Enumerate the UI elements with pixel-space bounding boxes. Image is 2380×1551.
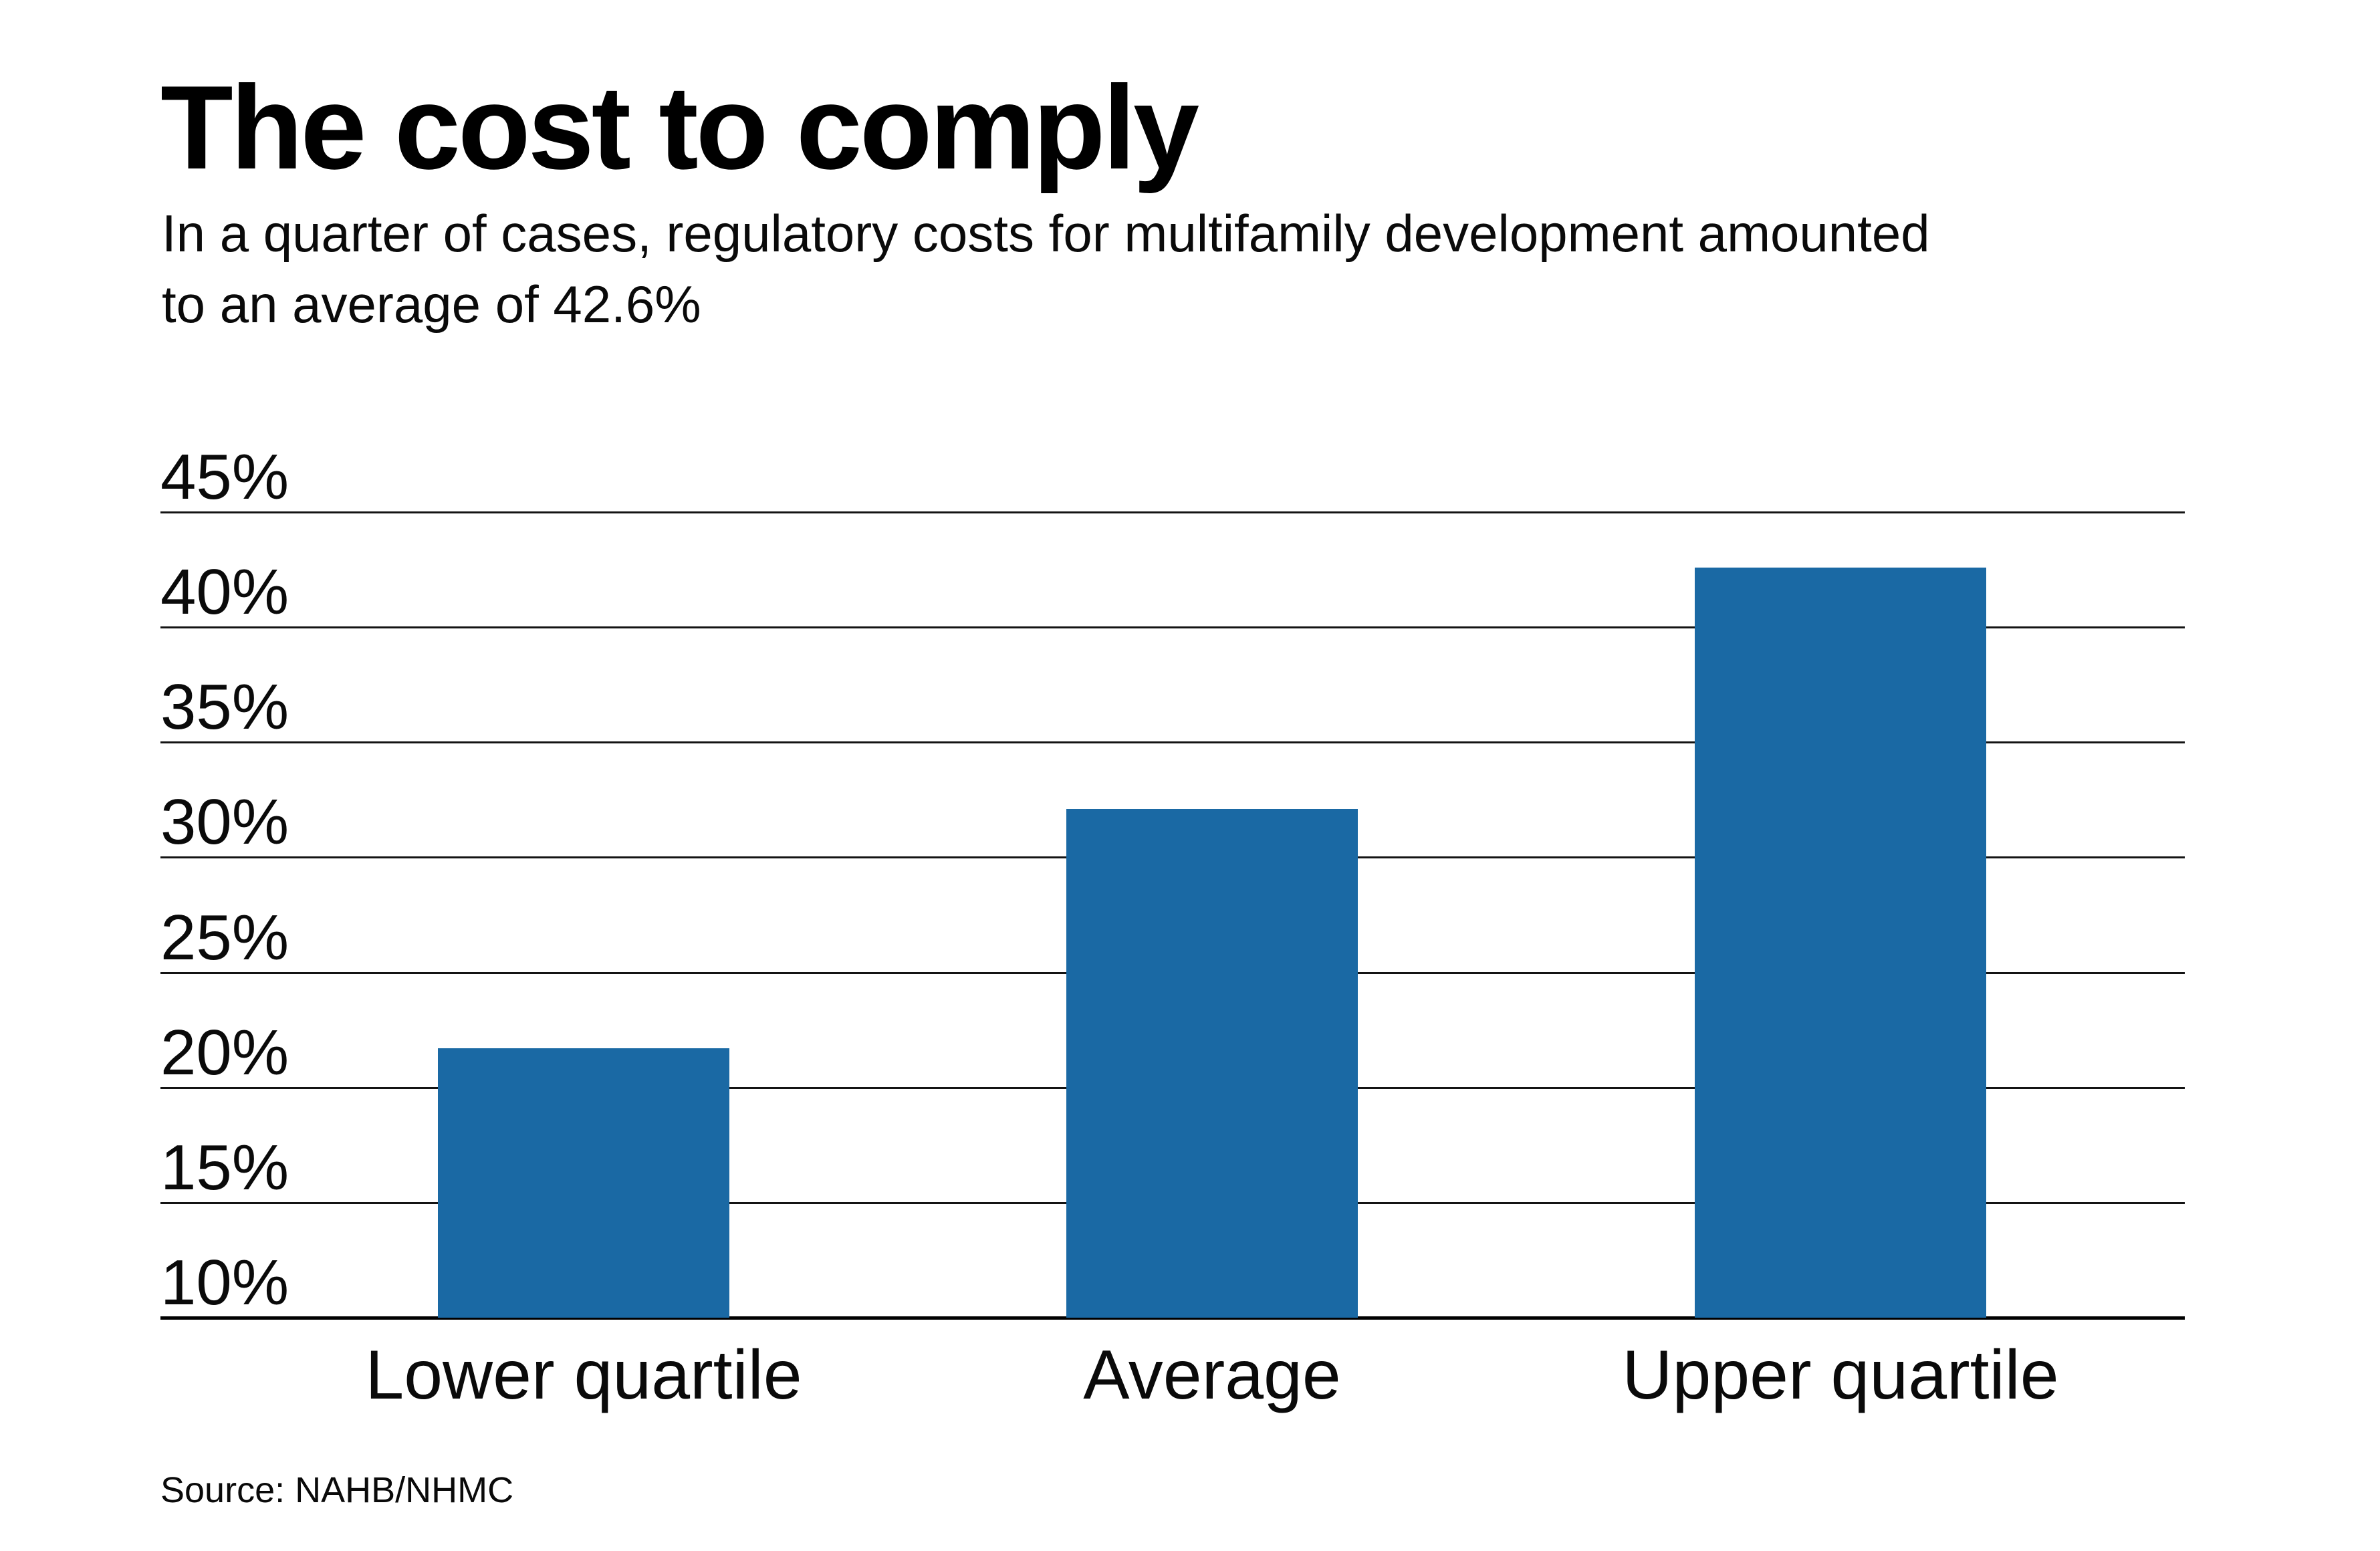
y-tick-label-30: 30% [160,786,289,858]
bar-average [1066,809,1358,1318]
x-axis-label-lower-quartile: Lower quartile [365,1336,802,1414]
y-gridline-45 [160,511,2185,513]
y-tick-label-20: 20% [160,1016,289,1088]
y-gridline-40 [160,626,2185,629]
y-tick-label-35: 35% [160,671,289,743]
chart-subtitle-line-2: to an average of 42.6% [162,275,701,334]
x-axis-label-average: Average [1083,1336,1341,1414]
y-tick-label-25: 25% [160,901,289,973]
y-tick-label-10: 10% [160,1247,289,1318]
chart-subtitle-line-1: In a quarter of cases, regulatory costs … [162,204,1930,263]
y-tick-label-15: 15% [160,1131,289,1203]
source-note: Source: NAHB/NHMC [160,1470,514,1510]
bar-upper-quartile [1695,567,1986,1318]
x-axis-label-upper-quartile: Upper quartile [1622,1336,2059,1414]
bar-lower-quartile [438,1048,729,1318]
x-axis-baseline [160,1316,2185,1320]
y-tick-label-45: 45% [160,441,289,513]
chart-title: The cost to comply [160,61,1199,194]
y-gridline-35 [160,741,2185,744]
y-tick-label-40: 40% [160,556,289,628]
chart-subtitle: In a quarter of cases, regulatory costs … [162,198,1930,340]
